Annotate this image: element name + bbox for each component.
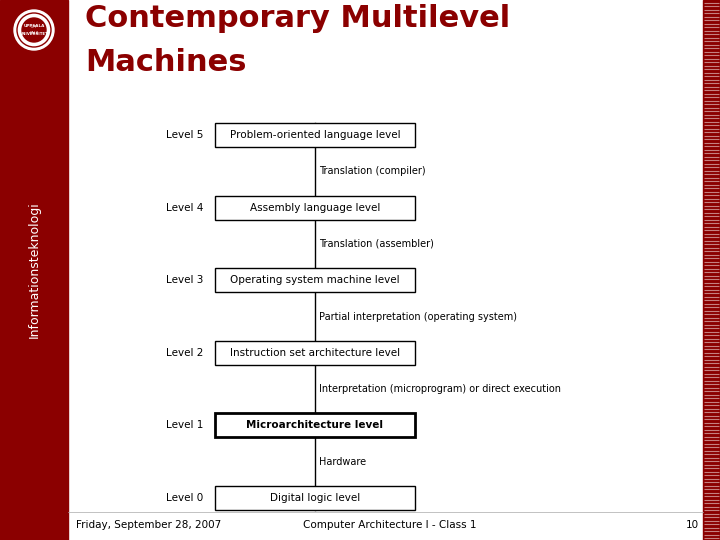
Text: Translation (compiler): Translation (compiler) [319, 166, 426, 176]
Text: Translation (assembler): Translation (assembler) [319, 239, 434, 249]
Circle shape [14, 10, 54, 50]
Text: Machines: Machines [85, 48, 246, 77]
Text: UPPSALA: UPPSALA [23, 24, 45, 28]
Text: Interpretation (microprogram) or direct execution: Interpretation (microprogram) or direct … [319, 384, 561, 394]
Bar [215, 268, 415, 292]
Text: Digital logic level: Digital logic level [270, 493, 360, 503]
Text: Microarchitecture level: Microarchitecture level [246, 421, 384, 430]
Text: Contemporary Multilevel: Contemporary Multilevel [85, 4, 510, 33]
Bar [703, 0, 720, 540]
Text: Level 1: Level 1 [166, 421, 203, 430]
Text: Friday, September 28, 2007: Friday, September 28, 2007 [76, 520, 221, 530]
Text: Level 2: Level 2 [166, 348, 203, 358]
Circle shape [22, 18, 46, 42]
Text: Partial interpretation (operating system): Partial interpretation (operating system… [319, 312, 517, 321]
Text: Computer Architecture I - Class 1: Computer Architecture I - Class 1 [303, 520, 477, 530]
Text: Operating system machine level: Operating system machine level [230, 275, 400, 285]
Text: 10: 10 [686, 520, 699, 530]
Text: Instruction set architecture level: Instruction set architecture level [230, 348, 400, 358]
Text: Hardware: Hardware [319, 457, 366, 467]
Bar [215, 195, 415, 220]
Text: Problem-oriented language level: Problem-oriented language level [230, 130, 400, 140]
Text: Level 5: Level 5 [166, 130, 203, 140]
Text: Level 0: Level 0 [166, 493, 203, 503]
Bar [0, 0, 68, 540]
Bar [215, 486, 415, 510]
Bar [215, 414, 415, 437]
Text: Informationsteknologi: Informationsteknologi [27, 201, 40, 339]
Text: Assembly language level: Assembly language level [250, 202, 380, 213]
Text: Level 3: Level 3 [166, 275, 203, 285]
Text: SALA: SALA [30, 31, 39, 35]
Text: UPP: UPP [31, 25, 37, 29]
Text: UNIVERSITET: UNIVERSITET [19, 32, 48, 36]
Bar [215, 341, 415, 365]
Bar [215, 123, 415, 147]
Text: Level 4: Level 4 [166, 202, 203, 213]
